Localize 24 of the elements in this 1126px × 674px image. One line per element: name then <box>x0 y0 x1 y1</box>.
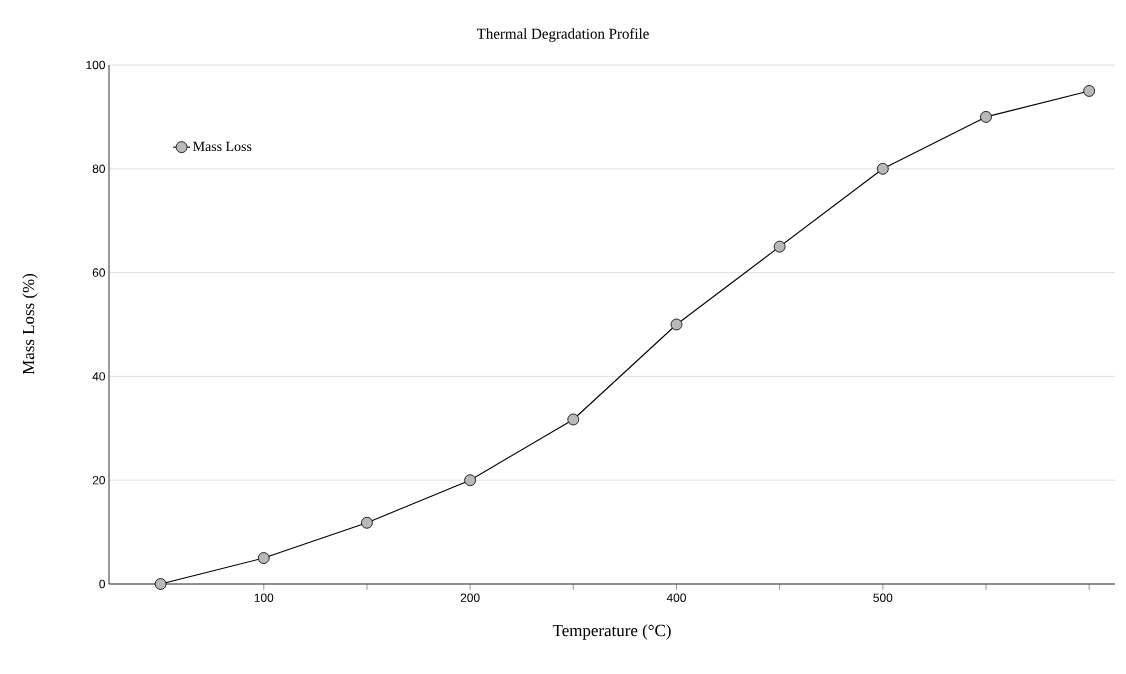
point <box>257 552 270 564</box>
point <box>670 318 683 331</box>
point <box>773 240 786 253</box>
point <box>464 474 477 487</box>
x-tick-label: 500 <box>873 593 893 602</box>
x-tick-label: 200 <box>460 593 480 602</box>
y-tick-label: 20 <box>92 475 106 485</box>
y-tick-label: 80 <box>92 164 106 174</box>
point <box>154 578 167 590</box>
y-tick-label: 0 <box>99 579 106 589</box>
point <box>876 162 889 175</box>
legend-label: Mass Loss <box>193 141 252 152</box>
y-tick-label: 100 <box>86 60 106 70</box>
point <box>567 413 580 426</box>
y-axis-title: Mass Loss (%) <box>22 273 38 375</box>
x-tick-label: 100 <box>254 593 274 602</box>
x-axis-title: Temperature (°C) <box>552 624 671 640</box>
point <box>361 516 373 529</box>
chart-title: Thermal Degradation Profile <box>476 28 649 42</box>
x-tick-label: 400 <box>666 593 686 602</box>
point <box>980 110 992 123</box>
y-tick-label: 40 <box>92 372 106 381</box>
point <box>1083 85 1096 97</box>
y-tick-label: 60 <box>92 268 106 277</box>
